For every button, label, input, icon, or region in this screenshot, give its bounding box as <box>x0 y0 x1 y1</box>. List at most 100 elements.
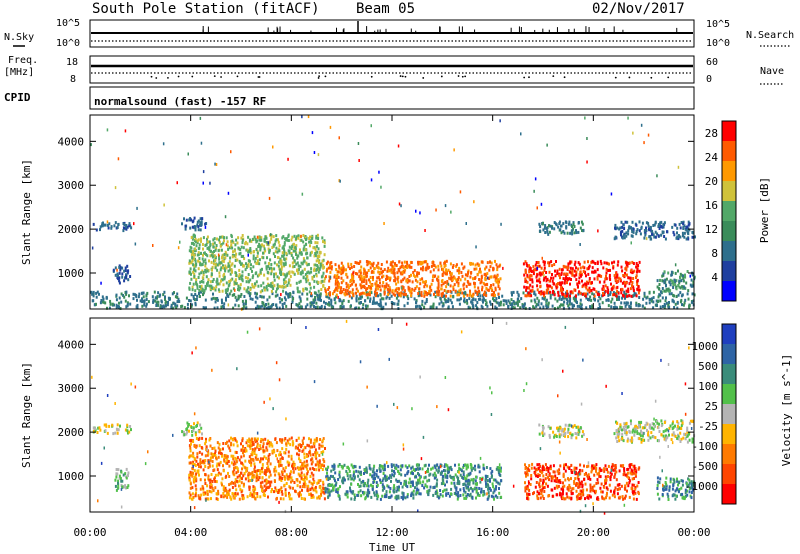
vel-cell <box>462 473 465 477</box>
power-cell <box>539 292 542 296</box>
power-cell <box>525 288 528 292</box>
vel-cell <box>234 438 237 442</box>
power-cell <box>297 236 300 240</box>
power-cell <box>189 267 192 271</box>
power-cell <box>627 290 630 294</box>
power-cell <box>320 306 323 310</box>
power-cell <box>691 292 694 296</box>
vel-cell <box>253 462 256 466</box>
power-cell <box>111 302 114 306</box>
vel-cell <box>197 462 199 466</box>
power-cell <box>323 239 326 243</box>
power-cell <box>449 284 452 288</box>
vel-cell <box>397 465 400 469</box>
power-cell <box>610 305 613 309</box>
power-cell <box>529 267 532 271</box>
power-cell <box>408 264 411 268</box>
power-cell <box>201 217 204 221</box>
vel-cell <box>219 472 222 476</box>
power-cell <box>365 293 368 297</box>
power-cell <box>281 254 284 258</box>
power-cell <box>298 290 301 294</box>
power-cell <box>538 290 541 294</box>
power-cell <box>564 296 567 300</box>
vel-cell <box>217 489 220 493</box>
power-cell <box>195 278 198 282</box>
vel-cell <box>317 480 320 484</box>
power-cell <box>312 298 315 302</box>
vel-cell <box>128 430 131 434</box>
power-cell <box>359 271 362 275</box>
power-cell <box>390 270 393 274</box>
power-cell <box>403 276 406 280</box>
power-cell <box>232 306 235 310</box>
power-cell <box>463 299 465 303</box>
vel-cell <box>318 459 321 463</box>
power-cell <box>525 279 528 283</box>
power-cell <box>193 274 196 278</box>
power-cell <box>638 296 641 299</box>
vel-cell <box>191 467 194 471</box>
power-cell <box>546 291 548 295</box>
power-cell <box>564 278 567 282</box>
vel-cell <box>212 452 214 456</box>
power-cell <box>222 259 225 263</box>
power-cell <box>566 231 569 235</box>
vel-cell <box>206 484 209 488</box>
vel-cell <box>418 463 420 467</box>
vel-cell <box>490 471 493 475</box>
power-cell <box>206 237 208 241</box>
vel-cell <box>378 467 381 471</box>
power-cell <box>126 264 129 268</box>
power-cell <box>654 235 657 239</box>
power-cell <box>552 276 555 280</box>
power-cell <box>278 244 281 248</box>
freq-label: Freq. <box>8 55 38 66</box>
power-cell <box>196 253 199 257</box>
power-cell <box>462 291 465 295</box>
freq-unit: [MHz] <box>4 67 34 78</box>
power-cell <box>672 286 675 289</box>
power-cell <box>685 237 688 241</box>
power-cell <box>611 287 614 291</box>
vel-cell <box>495 480 498 484</box>
power-cell <box>369 299 371 303</box>
power-cell <box>558 297 561 301</box>
power-cell <box>162 293 165 297</box>
vel-cell <box>303 456 306 460</box>
power-cell <box>677 235 680 238</box>
power-cell <box>494 259 496 263</box>
power-cell <box>601 287 604 291</box>
vel-cell <box>214 449 217 453</box>
power-cell <box>228 283 231 287</box>
vel-cell <box>432 486 435 490</box>
power-cell <box>657 234 660 238</box>
power-cell <box>291 265 294 269</box>
power-cell <box>259 268 262 272</box>
power-cell <box>389 288 392 292</box>
power-cell <box>643 229 646 232</box>
power-cell <box>357 289 359 293</box>
power-cell <box>247 259 250 263</box>
power-cell <box>674 223 677 227</box>
power-cell <box>648 227 650 231</box>
power-cell <box>254 295 257 299</box>
power-cell <box>687 237 690 241</box>
power-cell <box>350 296 353 300</box>
power-cell <box>114 273 117 277</box>
power-cell <box>605 261 608 265</box>
power-cell <box>354 272 357 275</box>
vel-cell <box>228 439 231 443</box>
power-cell <box>275 303 278 307</box>
power-cell <box>136 303 139 307</box>
power-cell <box>114 266 117 270</box>
power-cell <box>679 226 682 230</box>
vel-cell <box>244 459 247 463</box>
power-cell <box>174 295 177 299</box>
vel-cell <box>306 470 309 474</box>
power-cell <box>363 277 366 281</box>
vel-cell <box>311 445 313 449</box>
power-cell <box>208 240 211 244</box>
vel-cell <box>285 442 288 446</box>
vel-cell <box>207 452 210 456</box>
